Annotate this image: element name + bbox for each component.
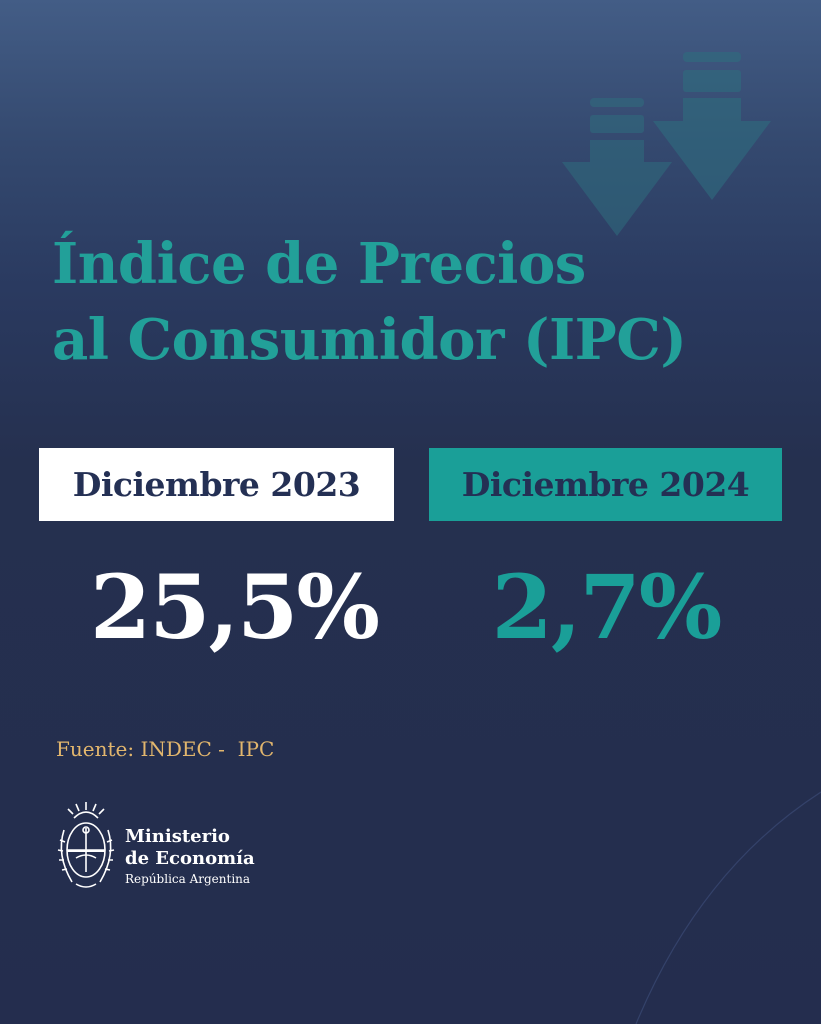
ministry-line-2: de Economía (125, 848, 255, 869)
coat-of-arms-icon (57, 802, 115, 888)
ministry-name: Ministerio de Economía República Argenti… (125, 826, 255, 888)
value-2024: 2,7% (491, 555, 723, 659)
ministry-line-1: Ministerio (125, 826, 230, 847)
period-label-2023: Diciembre 2023 (39, 448, 394, 521)
page-title: Índice de Precios al Consumidor (IPC) (52, 226, 792, 378)
down-arrow-icon (562, 98, 672, 236)
title-line-2: al Consumidor (IPC) (52, 307, 687, 373)
ministry-line-3: República Argentina (125, 872, 251, 886)
period-label-2024: Diciembre 2024 (429, 448, 782, 521)
decorative-down-arrows (562, 52, 771, 236)
value-2023: 25,5% (90, 555, 380, 659)
down-arrow-icon (653, 52, 771, 200)
source-note: Fuente: INDEC - IPC (56, 737, 275, 761)
title-line-1: Índice de Precios (52, 231, 586, 297)
